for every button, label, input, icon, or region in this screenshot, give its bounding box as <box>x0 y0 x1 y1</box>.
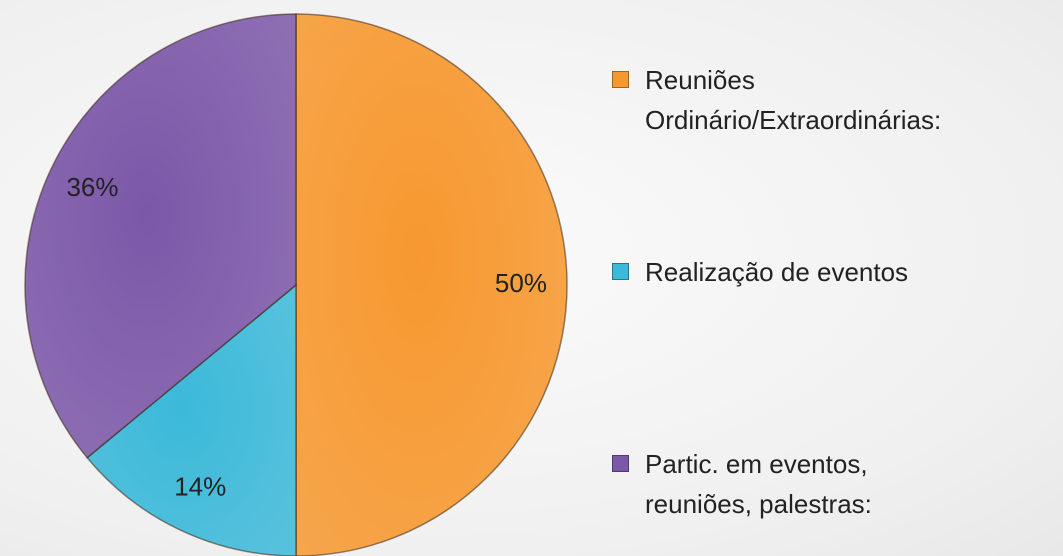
legend-label: Reuniões Ordinário/Extraordinárias: <box>645 65 942 135</box>
legend-item: Partic. em eventos, reuniões, palestras: <box>612 444 980 524</box>
pie-slice <box>24 13 297 459</box>
legend-swatch <box>612 263 629 280</box>
data-label: 50% <box>495 268 547 298</box>
data-label: 36% <box>66 172 118 202</box>
legend-label: Realização de eventos <box>645 257 909 287</box>
legend-item: Realização de eventos <box>612 252 980 292</box>
legend-item: Reuniões Ordinário/Extraordinárias: <box>612 60 980 140</box>
legend-swatch <box>612 455 629 472</box>
legend-label: Partic. em eventos, reuniões, palestras: <box>645 449 872 519</box>
pie-slice <box>86 283 297 556</box>
legend-swatch <box>612 71 629 88</box>
pie-slice <box>295 13 568 556</box>
data-label: 14% <box>174 471 226 501</box>
